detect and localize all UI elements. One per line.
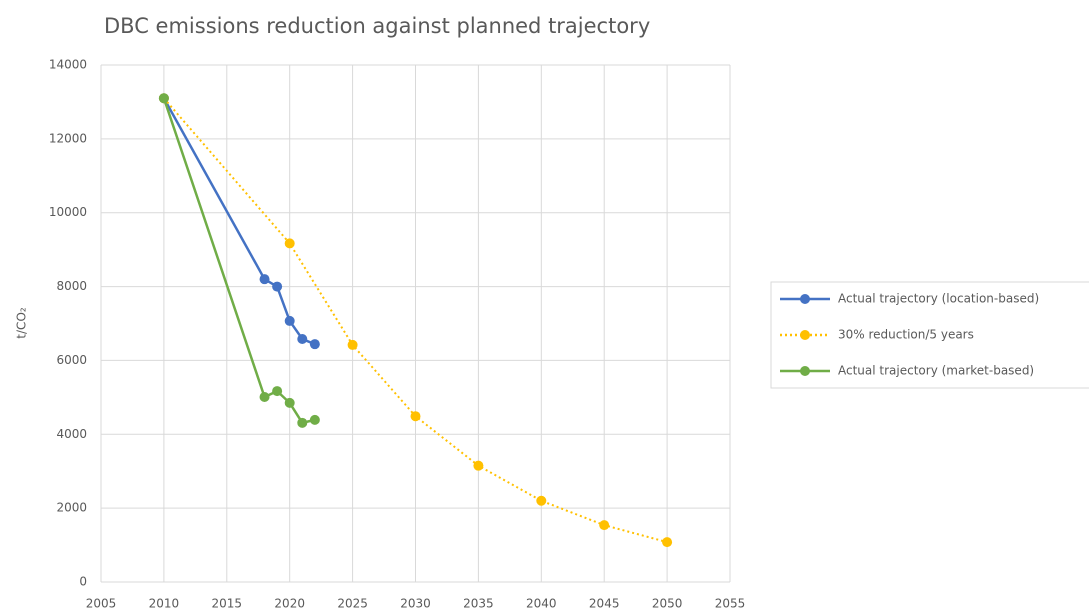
marker (599, 520, 610, 531)
y-tick-label: 14000 (49, 58, 87, 72)
marker (272, 386, 283, 397)
marker (259, 391, 270, 402)
legend-label: Actual trajectory (location-based) (838, 292, 1039, 306)
marker (158, 93, 169, 104)
legend-marker (800, 294, 810, 304)
marker (662, 537, 673, 548)
legend-marker (800, 330, 810, 340)
marker (284, 238, 295, 249)
x-tick-label: 2040 (526, 597, 557, 611)
y-tick-label: 0 (79, 575, 87, 589)
x-tick-label: 2010 (149, 597, 180, 611)
x-tick-label: 2045 (589, 597, 620, 611)
marker (259, 274, 270, 285)
y-tick-label: 8000 (56, 279, 87, 293)
y-tick-label: 2000 (56, 501, 87, 515)
y-axis-label: t/CO₂ (15, 307, 29, 339)
marker (309, 339, 320, 350)
x-tick-label: 2030 (400, 597, 431, 611)
x-tick-label: 2025 (337, 597, 368, 611)
series-line (163, 97, 668, 544)
chart-title: DBC emissions reduction against planned … (104, 14, 650, 38)
x-tick-label: 2020 (274, 597, 305, 611)
marker (297, 334, 308, 345)
marker (297, 417, 308, 428)
marker (473, 460, 484, 471)
marker (309, 414, 320, 425)
x-tick-label: 2035 (463, 597, 494, 611)
x-tick-label: 2015 (212, 597, 243, 611)
y-tick-label: 12000 (49, 131, 87, 145)
marker (284, 397, 295, 408)
marker (536, 495, 547, 506)
y-tick-label: 6000 (56, 353, 87, 367)
x-tick-label: 2005 (86, 597, 117, 611)
legend-marker (800, 366, 810, 376)
y-tick-label: 4000 (56, 427, 87, 441)
x-tick-label: 2055 (715, 597, 746, 611)
legend-label: Actual trajectory (market-based) (838, 364, 1034, 378)
y-tick-label: 10000 (49, 205, 87, 219)
marker (272, 281, 283, 292)
marker (410, 411, 421, 422)
legend-label: 30% reduction/5 years (838, 328, 974, 342)
x-tick-label: 2050 (652, 597, 683, 611)
marker (347, 339, 358, 350)
marker (284, 315, 295, 326)
